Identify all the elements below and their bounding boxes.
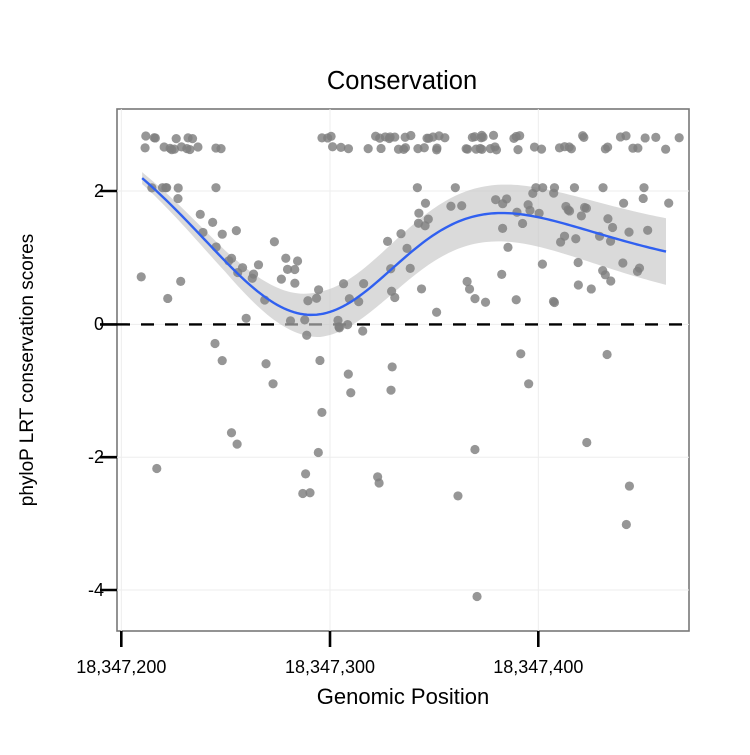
svg-text:Conservation: Conservation bbox=[327, 67, 477, 95]
svg-text:18,347,300: 18,347,300 bbox=[285, 657, 375, 677]
svg-text:-4: -4 bbox=[88, 580, 104, 600]
svg-text:0: 0 bbox=[94, 314, 104, 334]
svg-text:18,347,400: 18,347,400 bbox=[493, 657, 583, 677]
svg-text:18,347,200: 18,347,200 bbox=[76, 657, 166, 677]
svg-text:2: 2 bbox=[94, 181, 104, 201]
svg-text:Genomic Position: Genomic Position bbox=[317, 684, 489, 709]
svg-text:-2: -2 bbox=[88, 447, 104, 467]
svg-text:phyloP LRT conservation scores: phyloP LRT conservation scores bbox=[17, 234, 38, 507]
